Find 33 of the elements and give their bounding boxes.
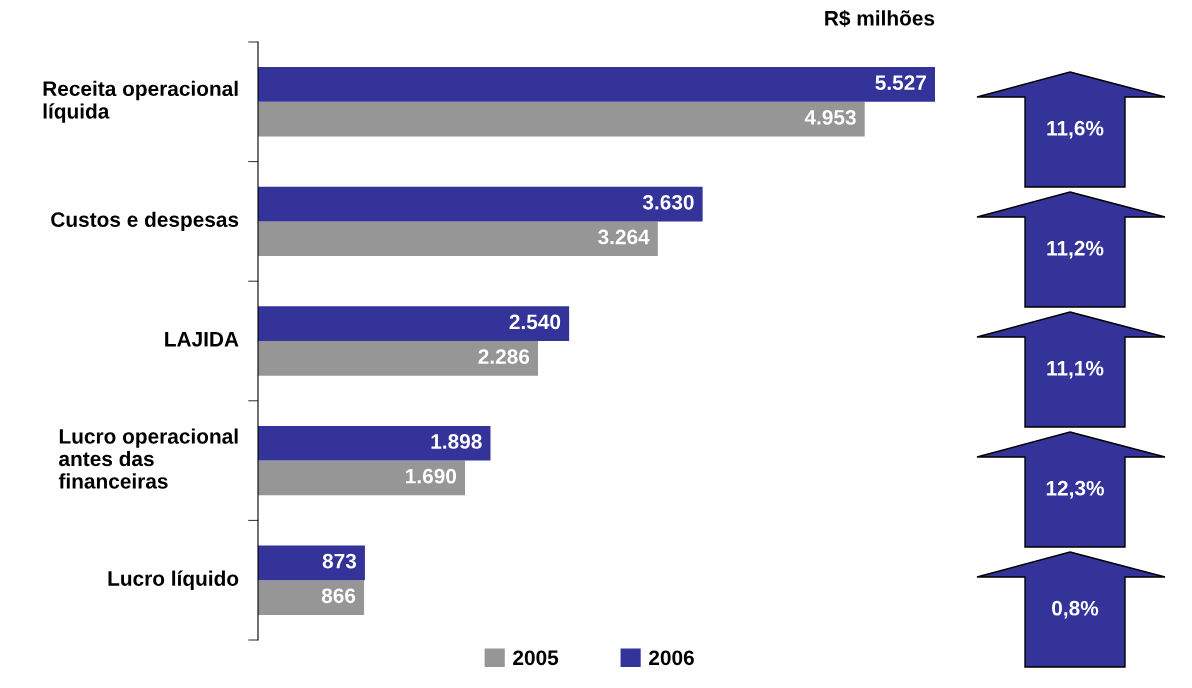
bar — [258, 67, 935, 102]
data-label: 866 — [321, 588, 356, 604]
legend-label: 2005 — [513, 650, 559, 666]
bar — [258, 306, 570, 341]
data-label: 2.540 — [509, 314, 561, 330]
text: 11,6% — [1047, 120, 1104, 139]
data-label: 4.953 — [804, 109, 856, 125]
bar — [258, 186, 703, 222]
data-label: 873 — [322, 553, 357, 569]
bar — [258, 341, 539, 376]
y-tick-label: Receita operacional líquida — [43, 80, 238, 123]
bar — [258, 425, 491, 461]
data-label: 5.527 — [875, 75, 926, 91]
y-tick-label: Lucro operacional antes das financeiras — [58, 428, 238, 489]
bar — [258, 545, 365, 581]
data-label: 3.630 — [642, 194, 694, 210]
y-tick-label: Custos e despesas — [51, 211, 239, 232]
text: 12,3% — [1046, 480, 1104, 499]
text: 0,8% — [1052, 600, 1099, 619]
bar — [258, 460, 466, 496]
bar — [258, 101, 865, 137]
data-label: 3.264 — [598, 229, 650, 245]
data-label: 2.286 — [478, 349, 530, 364]
data-label: 1.898 — [431, 434, 482, 449]
bar — [258, 221, 658, 257]
text: R$ milhões — [825, 9, 935, 27]
bar — [258, 580, 365, 615]
data-label: 1.690 — [406, 468, 457, 484]
y-tick-label: Lucro líquido — [108, 570, 239, 590]
text: 11,1% — [1047, 360, 1104, 379]
y-tick-label: LAJIDA — [165, 332, 239, 347]
legend-label: 2006 — [649, 650, 694, 666]
text: 11,2% — [1047, 240, 1104, 259]
